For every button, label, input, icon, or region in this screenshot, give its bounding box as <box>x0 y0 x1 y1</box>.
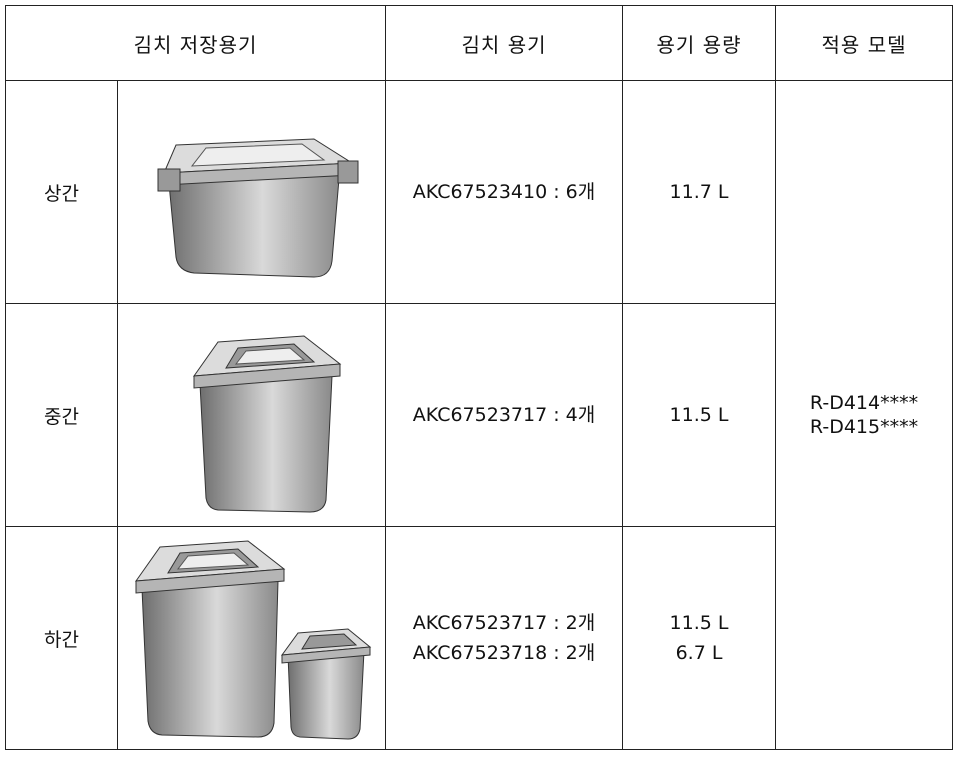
capacity: 11.5 L <box>669 612 729 634</box>
header-cell: 김치 용기 <box>385 5 624 81</box>
container-image <box>157 138 359 278</box>
row: 중간 AKC67523717 : 4개 11.5 L <box>5 303 953 527</box>
lid-panel <box>190 143 326 167</box>
header-cell: 용기 용량 <box>622 5 777 81</box>
lid-handle <box>301 633 358 650</box>
header-row: 김치 저장용기 김치 용기 용기 용량 적용 모델 <box>4 5 954 81</box>
container-cell: AKC67523410 : 6개 <box>385 80 624 304</box>
box-rim <box>135 568 285 594</box>
row: 상간 AKC67523410 : 6개 11.7 L R-D414**** R-… <box>5 80 954 750</box>
box-rim <box>193 363 341 389</box>
capacity-cell: 11.7 L <box>622 80 777 304</box>
box-rim <box>281 646 371 664</box>
box-body <box>199 375 333 513</box>
model-cell: R-D414**** R-D415**** <box>775 80 954 750</box>
container-cell: AKC67523717 : 4개 <box>385 303 624 527</box>
container-cell: AKC67523717 : 2개 AKC67523718 : 2개 <box>385 526 624 750</box>
row-label: 상간 <box>5 80 118 304</box>
header-cell: 적용 모델 <box>775 5 954 81</box>
model: R-D415**** <box>809 416 919 438</box>
model: R-D414**** <box>809 392 919 414</box>
clip <box>157 168 181 192</box>
container-code: AKC67523410 : 6개 <box>412 181 596 203</box>
image-cell <box>116 303 387 527</box>
lid-panel <box>176 552 250 570</box>
capacity: 6.7 L <box>675 642 723 664</box>
storage-table: 김치 저장용기 김치 용기 용기 용량 적용 모델 상간 AKC67523410… <box>4 5 954 750</box>
container-image <box>134 540 372 740</box>
row: 하간 AKC67523717 : 2개 AKC67523718 : 2개 11.… <box>5 526 953 750</box>
container-code: AKC67523717 : 2개 <box>412 612 596 634</box>
container-code: AKC67523718 : 2개 <box>412 642 596 664</box>
container-image <box>192 335 342 513</box>
container-code: AKC67523717 : 4개 <box>412 404 596 426</box>
box-body <box>287 650 365 740</box>
box-body <box>167 166 341 278</box>
lid-panel <box>234 347 306 365</box>
capacity-cell: 11.5 L 6.7 L <box>622 526 777 750</box>
image-cell <box>116 80 387 304</box>
capacity: 11.7 L <box>669 181 729 203</box>
clip <box>337 160 359 184</box>
image-cell <box>116 526 387 750</box>
row-label: 하간 <box>5 526 118 750</box>
row-label: 중간 <box>5 303 118 527</box>
header-cell: 김치 저장용기 <box>4 5 387 81</box>
box-body <box>141 580 279 738</box>
capacity-cell: 11.5 L <box>622 303 777 527</box>
capacity: 11.5 L <box>669 404 729 426</box>
